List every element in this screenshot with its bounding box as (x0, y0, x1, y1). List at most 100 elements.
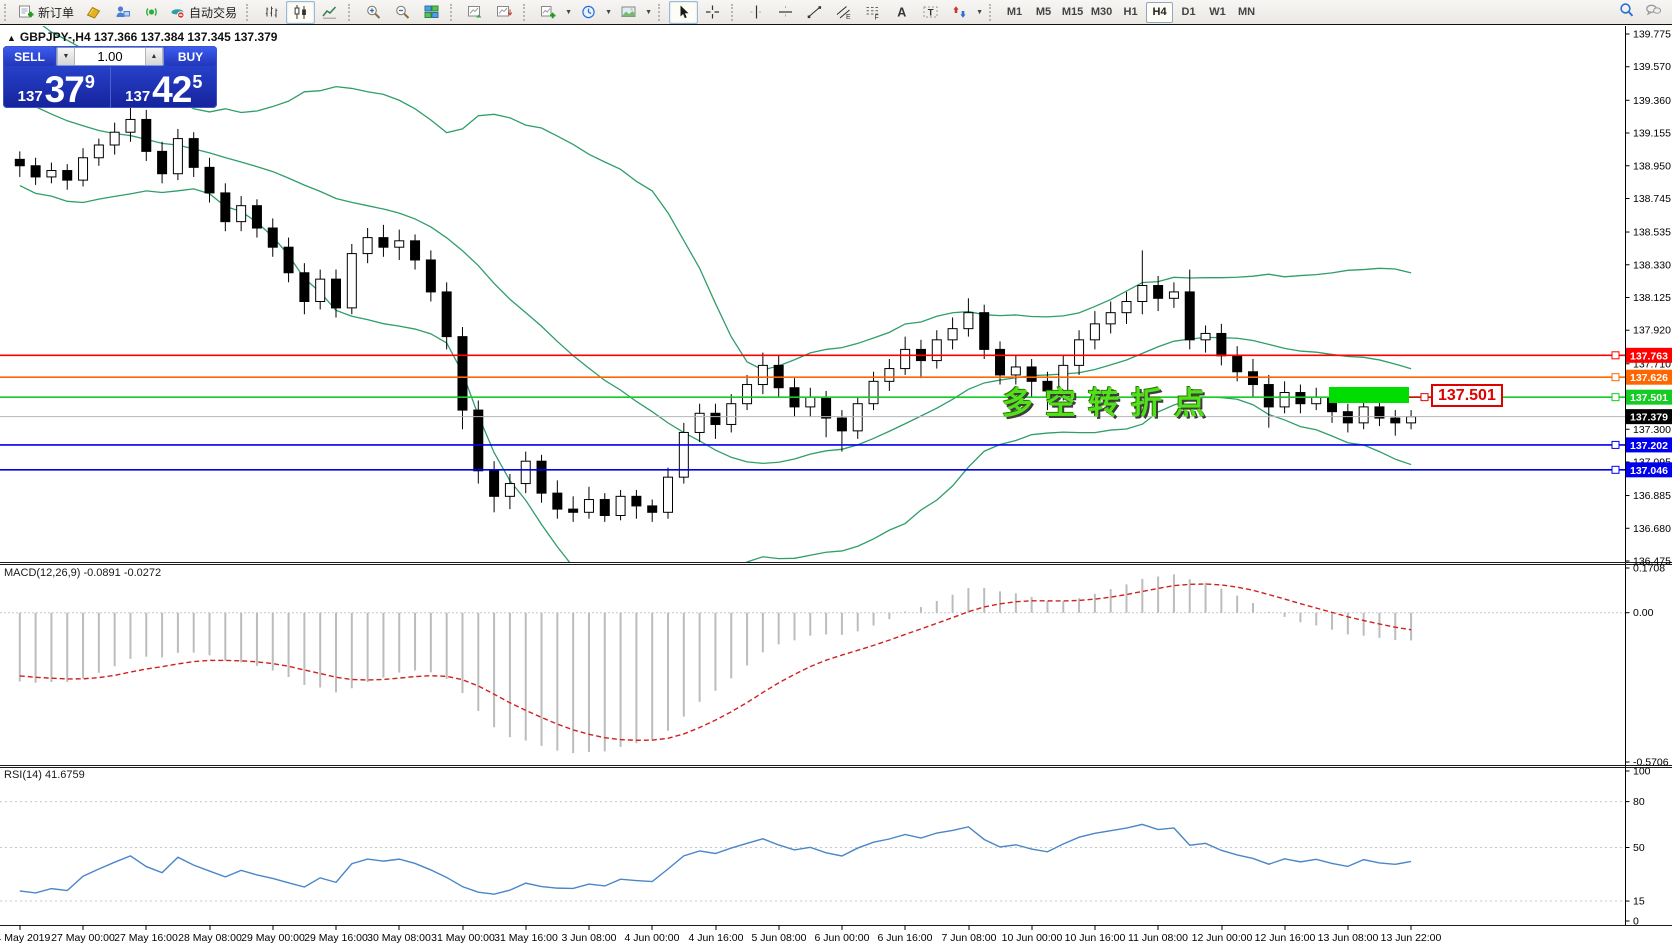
templates-button-dropdown[interactable]: ▼ (645, 8, 652, 16)
callout-anchor[interactable] (1420, 393, 1429, 402)
svg-text:138.535: 138.535 (1633, 227, 1671, 239)
price-tag (1626, 409, 1672, 425)
toolbar-gripper (450, 3, 458, 21)
highlight-rectangle[interactable] (1329, 387, 1409, 403)
equidistant-channel-button[interactable]: E (829, 1, 858, 24)
volume-increase-button[interactable]: ▲ (145, 48, 163, 65)
timeframe-d1-button[interactable]: D1 (1181, 6, 1196, 18)
zoom-in-button[interactable] (359, 1, 388, 24)
rsi-panel[interactable] (0, 801, 1625, 902)
tile-windows-icon (424, 5, 439, 18)
svg-text:80: 80 (1633, 796, 1645, 808)
bar-chart-button[interactable] (257, 1, 286, 24)
timeframe-h1-button[interactable]: H1 (1123, 6, 1138, 18)
svg-text:0: 0 (1633, 916, 1639, 928)
tile-windows-button[interactable] (417, 1, 446, 24)
svg-text:27 May 16:00: 27 May 16:00 (114, 932, 178, 944)
periods-button[interactable] (574, 1, 603, 24)
arrows-button-dropdown[interactable]: ▼ (976, 8, 983, 16)
horizontal-line-button[interactable] (771, 1, 800, 24)
chart-annotation-text[interactable]: 多空转折点 (1002, 386, 1217, 421)
auto-scroll-icon (468, 6, 482, 18)
timeframe-h4-button[interactable]: H4 (1146, 1, 1174, 23)
price-axis-strip[interactable] (1626, 26, 1672, 950)
timeframe-m30-button[interactable]: M30 (1090, 6, 1113, 18)
line-chart-button[interactable] (315, 1, 344, 24)
price-tag (1626, 389, 1672, 405)
price-callout-label[interactable]: 137.501 (1431, 384, 1503, 407)
text-label-button[interactable]: T (916, 1, 945, 24)
vertical-line-button[interactable] (742, 1, 771, 24)
timeframe-m5-button[interactable]: M5 (1035, 6, 1052, 18)
new-order-button[interactable]: 新订单 (15, 1, 79, 24)
crosshair-icon (706, 5, 720, 19)
sell-button[interactable]: SELL (4, 47, 55, 66)
timeframe-m15-button[interactable]: M15 (1061, 6, 1084, 18)
macd-signal-line (19, 583, 1412, 741)
svg-text:138.330: 138.330 (1633, 259, 1671, 271)
buy-button[interactable]: BUY (165, 47, 216, 66)
main-chart-panel[interactable] (14, 14, 1417, 633)
buy-price[interactable]: 137 42 5 (111, 67, 218, 108)
sell-price-big: 37 (44, 68, 85, 108)
chart-shift-button[interactable] (490, 1, 519, 24)
signals-button[interactable] (137, 1, 166, 24)
svg-text:139.155: 139.155 (1633, 128, 1671, 140)
volume-decrease-button[interactable]: ▼ (57, 48, 75, 65)
svg-text:137.300: 137.300 (1633, 424, 1671, 436)
signals-icon (146, 8, 157, 16)
fibonacci-button[interactable]: F (858, 1, 887, 24)
auto-scroll-button[interactable] (461, 1, 490, 24)
candlestick-button[interactable] (286, 0, 316, 24)
hline-handle[interactable] (1611, 465, 1620, 474)
new-chart-button[interactable] (534, 1, 563, 24)
community-button[interactable] (108, 1, 137, 24)
deposit-button[interactable] (79, 1, 108, 24)
collapse-triangle-icon[interactable]: ▲ (7, 33, 16, 43)
bollinger-upper-band (42, 26, 1412, 371)
svg-text:137.920: 137.920 (1633, 325, 1671, 337)
svg-text:30 May 08:00: 30 May 08:00 (367, 932, 431, 944)
svg-text:13 Jun 08:00: 13 Jun 08:00 (1318, 932, 1379, 944)
svg-text:139.775: 139.775 (1633, 29, 1671, 41)
svg-text:100: 100 (1633, 766, 1651, 778)
svg-text:136.680: 136.680 (1633, 523, 1671, 535)
svg-text:4 Jun 00:00: 4 Jun 00:00 (625, 932, 680, 944)
timeframe-w1-button[interactable]: W1 (1209, 6, 1226, 18)
hline-handle[interactable] (1611, 393, 1620, 402)
crosshair-button[interactable] (698, 1, 727, 24)
new-chart-button-dropdown[interactable]: ▼ (565, 8, 572, 16)
text-button[interactable]: A (887, 1, 916, 24)
zoom-out-button[interactable] (388, 1, 417, 24)
price-tag (1626, 347, 1672, 363)
periods-button-dropdown[interactable]: ▼ (605, 8, 612, 16)
svg-text:137.046: 137.046 (1630, 465, 1668, 477)
templates-icon (621, 6, 636, 17)
macd-panel[interactable] (0, 574, 1625, 754)
timeframe-mn-button[interactable]: MN (1237, 6, 1256, 18)
arrows-button[interactable] (945, 1, 974, 24)
volume-input[interactable] (75, 48, 145, 65)
bollinger-lower-band (19, 184, 1412, 562)
svg-text:7 Jun 08:00: 7 Jun 08:00 (942, 932, 997, 944)
horizontal-line-icon (779, 6, 793, 18)
vertical-line-icon (750, 5, 763, 19)
sell-price[interactable]: 137 37 9 (3, 67, 111, 108)
chat-button[interactable] (1645, 2, 1662, 23)
zoom-out-icon (396, 5, 410, 19)
svg-text:137.202: 137.202 (1630, 440, 1668, 452)
hline-handle[interactable] (1611, 351, 1620, 360)
cursor-button[interactable] (669, 0, 699, 24)
timeframe-m1-button[interactable]: M1 (1006, 6, 1023, 18)
search-button[interactable] (1618, 2, 1635, 23)
trendline-button[interactable] (800, 1, 829, 24)
auto-trading-button-label: 自动交易 (189, 5, 238, 20)
templates-button[interactable] (614, 1, 643, 24)
price-axis-labels: 139.775 139.570 139.360 139.155 138.950 138.7… (1625, 29, 1672, 928)
hline-handle[interactable] (1611, 373, 1620, 382)
hline-handle[interactable] (1611, 440, 1620, 449)
auto-trading-button[interactable]: 自动交易 (166, 1, 242, 24)
